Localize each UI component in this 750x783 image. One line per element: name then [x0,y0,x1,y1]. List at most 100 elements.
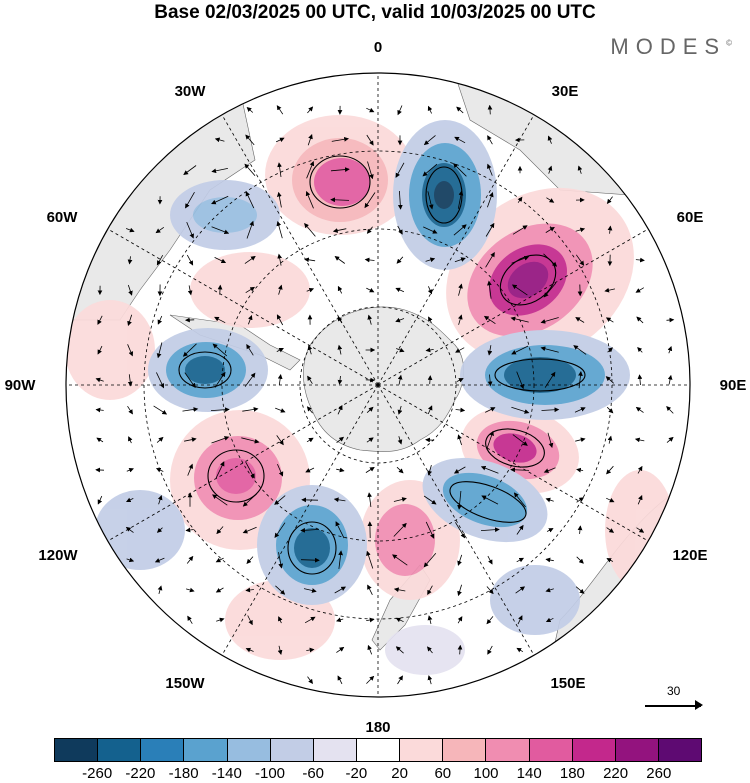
wind-vector-arrow [512,434,528,446]
colorbar-cell [400,739,444,761]
wind-vector-arrow [605,376,614,384]
wind-vector-arrow [637,374,643,386]
wind-vector-arrow [423,135,436,146]
wind-vector-arrow [330,197,350,203]
wind-vector-arrow [367,492,372,508]
lon-label-150e: 150E [550,675,585,692]
wind-vector-arrow [427,191,434,210]
wind-vector-arrow [487,374,493,387]
wind-vector-arrow [331,136,349,142]
wind-vector-arrow [182,407,199,412]
wind-vector-arrow [545,587,554,593]
wind-vector-arrow [367,314,373,325]
wind-vector-arrow [393,497,407,502]
wind-vector-arrow [182,343,197,357]
wind-vector-arrow [275,407,286,413]
wind-vector-arrow [397,405,403,415]
wind-vector-arrow [364,257,375,263]
wind-vector-arrow [511,284,528,296]
wind-vector-arrow [577,525,583,534]
wind-vector-arrow [397,675,403,685]
wind-vector-arrow [245,461,255,479]
colorbar-tick-label: -100 [254,765,286,782]
wind-vector-arrow [487,104,493,115]
wind-vector-arrow [216,526,224,535]
map-disc [66,73,690,697]
wind-vector-arrow [516,371,525,390]
lon-label-60w: 60W [47,209,79,226]
wind-vector-arrow [364,192,376,209]
wind-vector-arrow [427,585,433,595]
wind-vector-arrow [512,225,528,235]
wind-vector-arrow [156,342,163,359]
wind-vector-arrow [487,345,493,356]
wind-vector-arrow [396,256,404,264]
wind-vector-arrow [274,522,286,538]
colorbar-tick-label: -60 [302,765,325,782]
wind-vector-arrow [247,314,253,325]
meridian-line [377,114,535,386]
meridian-line [377,384,649,542]
lon-label-90e: 90E [720,377,747,394]
reference-vector: 30 [645,684,705,714]
meridian-line [221,114,379,386]
wind-vector-arrow [246,220,254,239]
reference-arrow-head-icon [695,700,703,710]
wind-vector-arrow [607,435,613,444]
wind-vector-arrow [154,557,165,563]
wind-vector-arrow [366,617,375,623]
wind-vector-arrow [215,587,224,593]
wind-vector-arrow [156,436,164,443]
wind-vector-arrow [575,317,585,323]
wind-vector-arrow [397,190,403,210]
wind-vector-arrow [546,197,555,203]
wind-vector-arrow [244,255,256,264]
wind-vector-arrow [210,407,230,413]
wind-vector-arrow [636,316,644,324]
colorbar-cell [615,739,659,761]
colorbar-cell [486,739,530,761]
wind-vector-arrow [458,283,463,296]
wind-vector-arrow [454,136,466,144]
wind-vector-arrow [275,137,285,143]
wind-vector-arrow [187,615,193,624]
wind-vector-arrow [605,317,614,323]
wind-vector-arrow [127,256,133,265]
wind-vector-arrow [211,195,229,205]
wind-vector-arrow [337,285,343,294]
wind-vector-arrow [274,495,286,505]
wind-vector-arrow [485,407,496,413]
wind-vector-arrow [185,192,195,209]
wind-vector-arrow [300,557,320,563]
wind-vector-arrow [545,557,554,563]
wind-vector-arrow [307,134,313,146]
brand-name: MODES [610,34,727,59]
lon-label-180: 180 [365,719,390,736]
wind-vector-arrow [128,436,133,444]
wind-vector-arrow [576,467,584,473]
wind-vector-arrow [157,315,163,325]
positive-anomaly [66,300,155,400]
wind-vector-arrow [543,467,556,473]
wind-vector-arrow [487,645,493,655]
wind-vector-arrow [486,586,494,595]
wind-vector-arrow [427,286,433,295]
wind-vector-arrow [393,522,407,537]
wind-vector-arrow [307,375,313,384]
wind-vector-arrow [216,617,225,623]
wind-vector-arrow [576,497,585,503]
wind-vector-arrow [97,495,103,505]
wind-vector-arrow [337,675,343,685]
wind-vector-arrow [547,135,553,144]
wind-vector-arrow [306,406,313,414]
wind-vector-arrow [634,437,645,443]
wind-vector-arrow [453,224,467,236]
wind-vector-arrow [511,406,530,414]
wind-vector-arrow [455,347,465,353]
wind-vector-arrow [97,315,103,325]
colorbar-cell [141,739,185,761]
wind-vector-arrow [453,466,466,474]
colorbar-tick-label: 260 [646,765,672,782]
lon-label-150w: 150W [165,675,205,692]
